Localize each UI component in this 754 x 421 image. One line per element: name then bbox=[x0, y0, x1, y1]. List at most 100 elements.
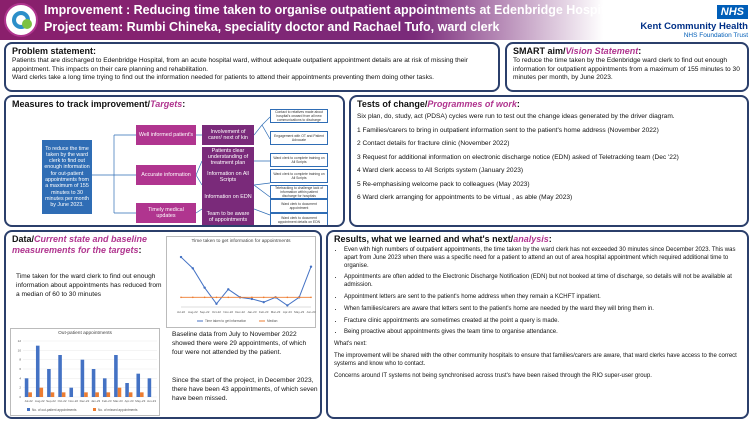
line-point-1-7 bbox=[250, 297, 254, 301]
bar-2-6 bbox=[84, 392, 88, 397]
line-x-tick-5: Nov-22 bbox=[223, 310, 233, 314]
bar-1-3 bbox=[47, 369, 51, 397]
whats-next-1: The improvement will be shared with the … bbox=[334, 352, 737, 367]
test-item-1: 1 Families/carers to bring in outpatient… bbox=[357, 126, 659, 134]
bar-1-1 bbox=[24, 378, 29, 397]
smart-title: SMART aim/Vision Statement: bbox=[513, 46, 741, 57]
measures-title-b: Targets bbox=[150, 99, 183, 109]
bar-x-tick-6: Dec-22 bbox=[80, 399, 90, 403]
results-title: Results, what we learned and what's next… bbox=[334, 234, 741, 245]
bar-x-tick-2: Aug-22 bbox=[35, 399, 45, 403]
test-item-4: 4 Ward clerk access to All Scripts syste… bbox=[357, 167, 524, 174]
bar-chart-svg: 0 2 4 6 8 10 12 Jul-22 Aug-22 Sep-22 Oct-22 Nov-22 D… bbox=[18, 339, 157, 412]
kchft-logo-icon bbox=[4, 3, 38, 37]
bar-1-12 bbox=[147, 378, 152, 397]
nhs-logo: NHS Kent Community Health NHS Foundation… bbox=[628, 2, 748, 39]
bar-1-5 bbox=[69, 387, 74, 397]
bar-1-7 bbox=[91, 369, 96, 397]
line-point-2-11 bbox=[298, 296, 300, 299]
line-x-tick-1: Jul-22 bbox=[177, 310, 186, 314]
tests-title-c: : bbox=[516, 99, 520, 109]
bar-1-8 bbox=[102, 378, 107, 397]
line-x-tick-9: Mar-23 bbox=[271, 310, 281, 314]
data-text-3: Since the start of the project, in Decem… bbox=[172, 377, 318, 402]
bar-y-tick-2: 2 bbox=[19, 386, 21, 390]
bar-legend-label-1: No. of out-patient appointments bbox=[32, 408, 77, 412]
bar-x-tick-1: Jul-22 bbox=[24, 399, 33, 403]
change-idea-2: Engagement with OT and Patient Advocate bbox=[270, 131, 328, 145]
bar-legend-swatch-2 bbox=[93, 408, 96, 411]
line-legend-label-1: Time taken to get information bbox=[205, 319, 246, 323]
line-x-tick-3: Sep-22 bbox=[200, 310, 210, 314]
line-point-1-12 bbox=[309, 265, 313, 268]
measures-panel: Measures to track improvement/Targets: T… bbox=[4, 95, 345, 227]
whats-next-label: What's next: bbox=[334, 341, 367, 348]
line-point-2-1 bbox=[180, 296, 182, 299]
secondary-driver-1: Involvement of carer/ next of kin bbox=[202, 125, 254, 145]
bar-y-tick-4: 4 bbox=[19, 376, 21, 380]
secondary-driver-2: Patients clear understanding of treatmen… bbox=[202, 147, 254, 167]
bar-y-tick-8: 8 bbox=[19, 358, 21, 362]
tests-list: Six plan, do, study, act (PDSA) cycles w… bbox=[357, 113, 741, 202]
results-panel: Results, what we learned and what's next… bbox=[326, 230, 749, 419]
bar-2-7 bbox=[95, 392, 99, 397]
trust-name: Kent Community Health bbox=[640, 21, 748, 32]
tests-intro: Six plan, do, study, act (PDSA) cycles w… bbox=[357, 113, 675, 120]
results-title-b: analysis bbox=[513, 234, 549, 244]
problem-title: Problem statement: bbox=[12, 46, 97, 56]
primary-driver-3: Timely medical updates bbox=[136, 203, 196, 223]
result-bullet-6: Being proactive about appointments gives… bbox=[344, 329, 741, 337]
bar-legend-swatch-1 bbox=[27, 408, 30, 411]
measures-title: Measures to track improvement/Targets: bbox=[12, 99, 337, 110]
nhs-badge: NHS bbox=[716, 5, 748, 19]
smart-title-b: Vision Statement bbox=[565, 46, 639, 56]
bar-2-2 bbox=[39, 387, 44, 397]
change-idea-4: Ward clerk to complete training on All S… bbox=[270, 169, 328, 183]
bar-2-4 bbox=[61, 392, 66, 397]
bar-x-tick-10: Apr-23 bbox=[125, 399, 134, 403]
poster-title: Improvement : Reducing time taken to org… bbox=[44, 3, 616, 17]
result-bullet-4: When families/carers are aware that lett… bbox=[344, 306, 741, 314]
line-point-2-10 bbox=[286, 296, 289, 299]
bar-y-tick-6: 6 bbox=[19, 367, 21, 371]
trust-sub: NHS Foundation Trust bbox=[683, 32, 748, 39]
line-point-1-3 bbox=[203, 286, 206, 289]
line-point-2-12 bbox=[310, 296, 312, 299]
bar-1-11 bbox=[136, 373, 141, 397]
data-text-1: Time taken for the ward clerk to find ou… bbox=[16, 273, 162, 298]
result-bullet-2: Appointments are often added to the Elec… bbox=[344, 274, 741, 290]
tests-of-change-panel: Tests of change/Programmes of work: Six … bbox=[349, 95, 749, 227]
line-point-2-4 bbox=[215, 296, 218, 299]
line-x-tick-8: Feb-23 bbox=[259, 310, 269, 314]
bar-1-4 bbox=[58, 355, 62, 397]
change-idea-1: Contact to relatives made about hospital… bbox=[270, 109, 328, 123]
line-point-2-3 bbox=[203, 296, 206, 299]
result-bullet-5: Fracture clinic appointments are sometim… bbox=[344, 318, 741, 326]
result-bullet-1: Even with high numbers of outpatient app… bbox=[344, 247, 741, 270]
secondary-driver-4: Information on EDN bbox=[202, 187, 254, 207]
line-chart-title: Time taken to get information for appoin… bbox=[191, 239, 291, 244]
bar-chart-title: Out-patient appointments bbox=[58, 331, 112, 336]
bar-x-tick-5: Nov-22 bbox=[68, 399, 78, 403]
bar-1-9 bbox=[114, 355, 118, 397]
change-idea-5: Teletracking to challenge lack of inform… bbox=[270, 185, 328, 199]
change-idea-6: Ward clerk to document appointment bbox=[270, 199, 328, 213]
secondary-driver-5: Team to be aware of appointments bbox=[202, 207, 254, 225]
line-x-tick-11: May-23 bbox=[294, 310, 304, 314]
bar-y-tick-0: 0 bbox=[19, 395, 21, 399]
line-x-tick-10: Apr-23 bbox=[283, 310, 292, 314]
smart-title-c: : bbox=[638, 46, 642, 56]
problem-para2: Ward clerks take a long time trying to f… bbox=[12, 74, 434, 82]
bar-x-tick-12: Jun-23 bbox=[147, 399, 157, 403]
whats-next-2: Concerns around IT systems not being syn… bbox=[334, 372, 652, 379]
data-title-c: : bbox=[138, 245, 142, 255]
primary-driver-2: Accurate information bbox=[136, 165, 196, 185]
line-x-tick-7: Jan-23 bbox=[247, 310, 257, 314]
line-point-1-5 bbox=[227, 288, 230, 291]
line-point-1-8 bbox=[262, 300, 265, 304]
bar-x-tick-11: May-23 bbox=[135, 399, 145, 403]
bar-y-tick-12: 12 bbox=[18, 339, 22, 343]
bar-x-tick-3: Sep-22 bbox=[46, 399, 56, 403]
bar-chart: Out-patient appointments 0 2 4 6 8 10 12 Jul-22… bbox=[10, 328, 160, 416]
smart-text: To reduce the time taken by the Edenbrid… bbox=[513, 57, 740, 82]
